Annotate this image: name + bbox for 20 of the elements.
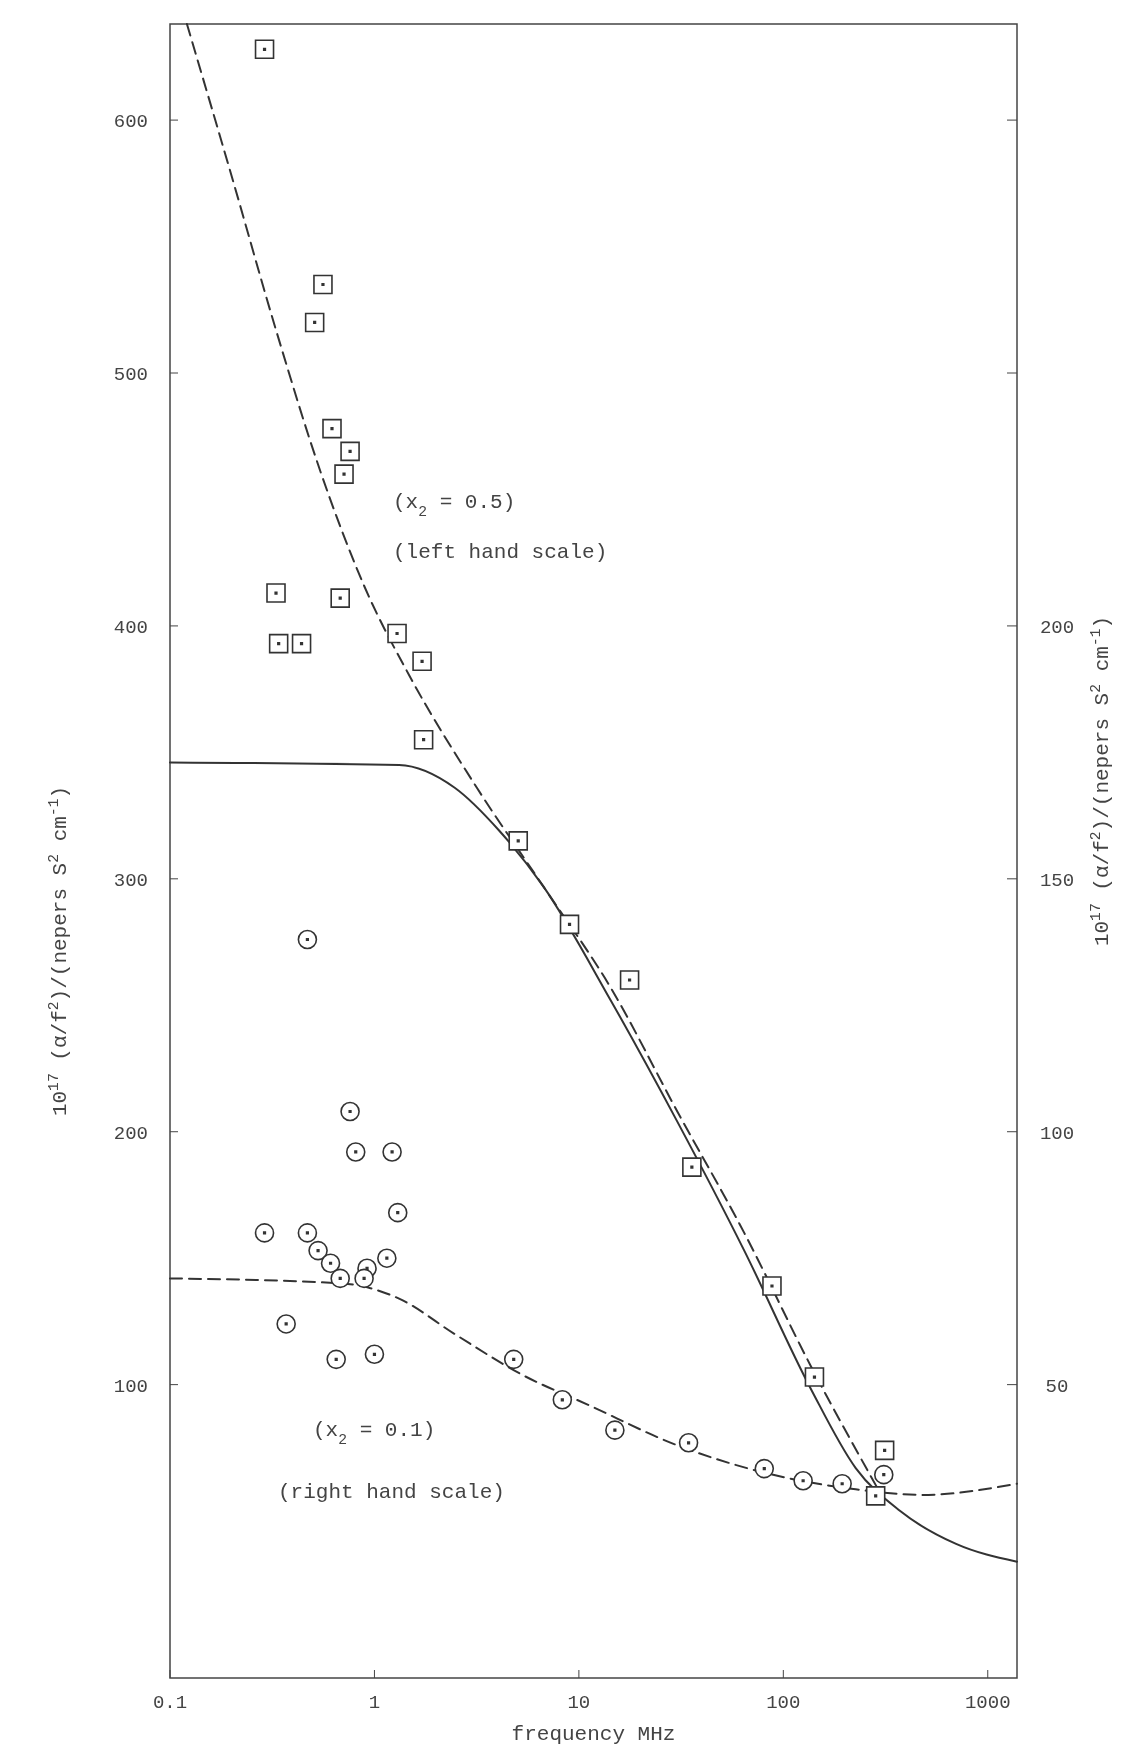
x-tick-label: 1	[368, 1692, 381, 1714]
y-tick-label: 300	[113, 869, 148, 892]
y-tick-label: 400	[113, 616, 148, 639]
x-axis-title: frequency MHz	[511, 1723, 676, 1746]
x-tick-label: 100	[766, 1692, 801, 1714]
y-tick-label: 200	[113, 1122, 148, 1145]
y-tick-label: 500	[113, 364, 148, 387]
annotation: (x$_{2}$ = 0.5)	[393, 491, 516, 520]
annotation: (x$_{2}$ = 0.1)	[313, 1419, 436, 1448]
y2-tick-label: 100	[1039, 1122, 1075, 1145]
x-tick-label: 10	[567, 1692, 591, 1714]
y2-tick-label: 200	[1039, 616, 1075, 639]
x-tick-label: 1000	[964, 1692, 1011, 1714]
y-tick-label: 100	[113, 1375, 148, 1398]
x-tick-label: 0.1	[152, 1692, 188, 1714]
y-tick-label: 600	[113, 111, 148, 134]
annotation: (right hand scale)	[278, 1481, 505, 1504]
annotation: (left hand scale)	[393, 541, 608, 564]
y2-tick-label: 150	[1039, 869, 1075, 892]
y2-tick-label: 50	[1045, 1375, 1069, 1398]
